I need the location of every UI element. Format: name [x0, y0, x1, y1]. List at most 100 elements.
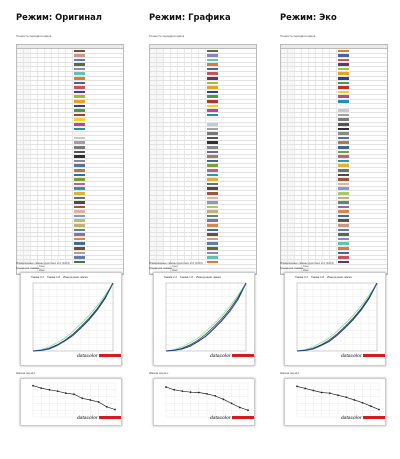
- data-point: [369, 405, 372, 408]
- table-cell: [17, 246, 24, 251]
- table-cell: [164, 145, 171, 150]
- table-cell: [17, 223, 24, 228]
- table-cell: [199, 62, 206, 67]
- table-row: [281, 53, 387, 59]
- table-cell: [192, 186, 199, 191]
- table-cell: [52, 186, 59, 191]
- color-swatch: [338, 182, 349, 186]
- table-cell: [302, 246, 309, 251]
- table-cell: [31, 232, 38, 237]
- table-cell: [59, 200, 66, 205]
- mode-column: Режим: Графика Точность передачи цвета Сре…: [149, 0, 267, 459]
- table-cell: [178, 228, 185, 232]
- table-row: [281, 117, 387, 123]
- table-cell: [323, 205, 330, 209]
- table-cell: [17, 94, 24, 99]
- table-cell: [309, 251, 316, 255]
- table-cell: [171, 191, 178, 195]
- table-cell: [150, 237, 157, 241]
- table-cell: [309, 260, 316, 264]
- table-cell: [199, 214, 206, 218]
- table-cell: [31, 85, 38, 90]
- table-row: [17, 260, 123, 265]
- table-cell: [295, 159, 302, 163]
- color-swatch: [74, 150, 85, 154]
- table-cell: [17, 186, 24, 191]
- table-cell: [302, 255, 309, 260]
- table-cell: [45, 255, 52, 260]
- table-cell: [17, 200, 24, 205]
- table-cell: [59, 173, 66, 177]
- table-cell: [157, 117, 164, 122]
- color-swatch: [338, 86, 349, 89]
- table-cell: [309, 150, 316, 154]
- table-cell: [323, 177, 330, 182]
- table-cell: [52, 104, 59, 108]
- table-cell: [38, 246, 45, 251]
- table-row: [150, 237, 256, 242]
- table-cell: [24, 241, 31, 246]
- table-cell: [59, 260, 66, 264]
- table-cell: [316, 99, 323, 104]
- table-cell: [66, 58, 73, 62]
- table-row: [17, 53, 123, 59]
- table-cell: [66, 159, 73, 163]
- table-cell: [66, 191, 73, 195]
- table-row: [281, 205, 387, 210]
- table-cell: [45, 117, 52, 122]
- table-cell: [309, 94, 316, 99]
- table-cell: [199, 90, 206, 94]
- color-accuracy-table: Сред. Макс.: [149, 44, 257, 275]
- table-cell: [38, 53, 45, 58]
- table-cell: [288, 228, 295, 232]
- data-point: [81, 397, 84, 400]
- color-swatch: [207, 72, 218, 76]
- color-swatch: [207, 242, 218, 246]
- table-cell: [185, 58, 192, 62]
- table-cell: [150, 214, 157, 218]
- table-row: [281, 71, 387, 77]
- table-row: [150, 62, 256, 68]
- table-cell: [59, 145, 66, 150]
- table-cell: [31, 150, 38, 154]
- table-cell: [157, 71, 164, 76]
- table-cell: [157, 196, 164, 200]
- table-cell: [309, 177, 316, 182]
- table-cell: [316, 186, 323, 191]
- table-cell: [157, 76, 164, 81]
- table-cell: [24, 154, 31, 159]
- table-cell: [316, 237, 323, 241]
- table-cell: [199, 127, 206, 131]
- color-swatch: [74, 67, 85, 71]
- table-cell: [157, 131, 164, 136]
- table-cell: [31, 237, 38, 241]
- table-cell: [150, 182, 157, 186]
- color-swatch: [338, 247, 349, 250]
- table-cell: [295, 237, 302, 241]
- table-cell: [59, 228, 66, 232]
- table-cell: [59, 99, 66, 104]
- table-cell: [157, 145, 164, 150]
- table-cell: [281, 49, 288, 53]
- table-cell: [281, 177, 288, 182]
- table-cell: [171, 260, 178, 264]
- table-row: [17, 131, 123, 137]
- chart-legend: Гамма 2.2 Гамма 1.8 Измеренная гамма: [31, 275, 91, 279]
- table-row: [150, 85, 256, 91]
- color-swatch: [207, 233, 218, 236]
- table-cell: [192, 113, 199, 117]
- table-cell: [330, 228, 337, 232]
- table-cell: [185, 205, 192, 209]
- color-swatch: [207, 132, 218, 135]
- gamma-subheading: Градация гаммы: [280, 266, 304, 270]
- table-cell: [171, 251, 178, 255]
- table-cell: [66, 140, 73, 145]
- table-cell: [45, 196, 52, 200]
- table-cell: [164, 200, 171, 205]
- table-cell: [178, 200, 185, 205]
- table-cell: [66, 99, 73, 104]
- table-row: [150, 136, 256, 141]
- table-cell: [59, 90, 66, 94]
- table-cell: [316, 145, 323, 150]
- table-row: [150, 53, 256, 59]
